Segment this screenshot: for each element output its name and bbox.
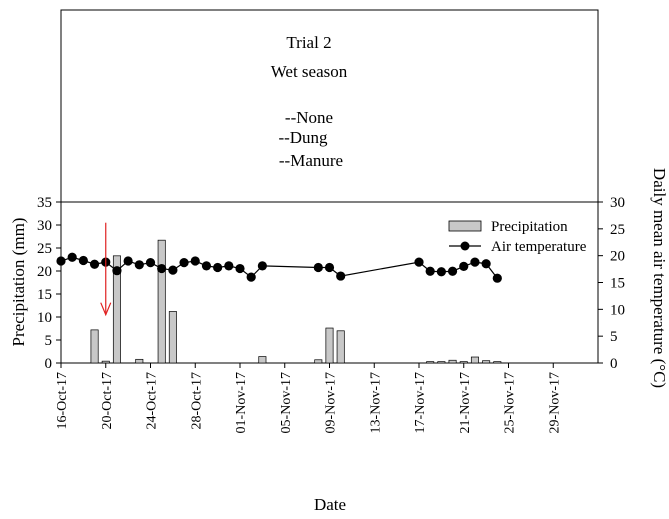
precipitation-bar [325,327,334,364]
air-temperature-point [67,252,77,262]
precipitation-bar [90,329,99,364]
title-line: Trial 2 [286,33,331,52]
title-line: Wet season [271,62,348,81]
x-tick-label: 13-Nov-17 [368,372,383,433]
legend: Precipitation Air temperature [448,219,587,255]
left-y-tick-label: 5 [45,333,53,349]
air-temperature-point [179,258,189,268]
precipitation-bar [135,358,144,364]
annotations [100,222,112,317]
legend-precipitation-label: Precipitation [491,219,568,235]
precipitation-bar [112,255,121,364]
right-y-tick-label: 0 [610,356,618,372]
air-temperature-point [157,263,167,274]
air-temperature-point [78,255,88,266]
air-temperature-series [56,252,502,283]
arrow-annotation-head [100,302,112,317]
precipitation-bar [168,311,177,364]
x-tick-label: 24-Oct-17 [145,372,160,430]
precipitation-bar [437,361,446,364]
left-y-axis: 0 5 10 15 20 25 30 35 [37,195,61,372]
air-temperature-point [414,257,424,267]
x-tick-label: 05-Nov-17 [279,372,294,433]
air-temperature-point [425,266,435,276]
air-temperature-point [313,262,323,273]
right-y-tick-label: 20 [610,249,625,265]
x-tick-label: 29-Nov-17 [547,372,562,433]
precipitation-bar [314,359,323,364]
title-line: --None [285,108,333,127]
air-temperature-point [246,272,256,282]
precipitation-bar [157,239,166,364]
air-temperature-point [168,265,178,275]
air-temperature-point [123,256,133,266]
air-temperature-point [89,259,100,269]
title-text-group: Trial 2 Wet season --None--Dung --Manure [271,33,348,170]
left-y-tick-label: 25 [37,241,52,257]
air-temperature-point [235,263,245,274]
left-y-tick-label: 15 [37,287,52,303]
precipitation-bar [448,359,457,364]
left-y-axis-label: Precipitation (mm) [9,218,28,347]
left-y-tick-label: 20 [37,264,52,280]
right-y-tick-label: 5 [610,329,618,345]
precipitation-bar [470,356,479,364]
precipitation-bar [101,360,110,364]
title-line: --Manure [279,151,343,170]
precipitation-bar [482,360,491,364]
right-y-tick-label: 30 [610,195,625,211]
air-temperature-point [56,256,66,266]
left-y-tick-label: 35 [37,195,52,211]
air-temperature-point [459,261,469,271]
x-tick-label: 20-Oct-17 [100,372,115,430]
x-axis: 16-Oct-17 20-Oct-17 24-Oct-17 28-Oct-17 01-N… [55,363,562,433]
air-temperature-point [436,267,446,277]
precipitation-bar [493,361,502,364]
x-tick-label: 21-Nov-17 [458,372,473,433]
x-tick-label: 17-Nov-17 [413,372,428,433]
air-temperature-point [336,271,346,281]
x-axis-label: Date [314,495,346,514]
air-temperature-point [470,257,480,267]
title-line: --Dung [278,128,328,147]
precipitation-bar [459,361,468,364]
x-tick-label: 09-Nov-17 [324,372,339,433]
precipitation-bar [336,330,345,364]
x-tick-label: 16-Oct-17 [55,372,70,430]
air-temperature-point [492,273,502,283]
air-temperature-point [481,259,491,269]
air-temperature-point [447,266,458,276]
air-temperature-point [324,262,335,273]
air-temperature-point [112,266,122,276]
right-y-tick-label: 25 [610,222,625,238]
legend-temperature-marker [460,241,470,251]
air-temperature-point [213,262,223,273]
air-temperature-point [224,261,234,271]
left-y-tick-label: 30 [37,218,52,234]
precipitation-bars [90,239,502,364]
right-y-tick-label: 10 [610,302,625,318]
x-tick-label: 28-Oct-17 [189,372,204,430]
legend-precipitation-swatch [448,220,482,232]
right-y-axis-label: Daily mean air temperature (°C) [650,168,669,388]
precipitation-bar [258,356,267,364]
legend-temperature-label: Air temperature [491,239,587,255]
x-tick-label: 25-Nov-17 [503,372,518,433]
air-temperature-point [145,258,156,268]
left-y-tick-label: 0 [45,356,53,372]
precipitation-bar [426,361,435,364]
left-y-tick-label: 10 [37,310,52,326]
x-tick-label: 01-Nov-17 [234,372,249,433]
air-temperature-point [134,260,144,270]
air-temperature-point [257,261,267,271]
air-temperature-point [201,261,212,271]
right-y-axis: 0 5 10 15 20 25 30 [598,195,625,372]
air-temperature-point [190,256,200,266]
right-y-tick-label: 15 [610,276,625,292]
